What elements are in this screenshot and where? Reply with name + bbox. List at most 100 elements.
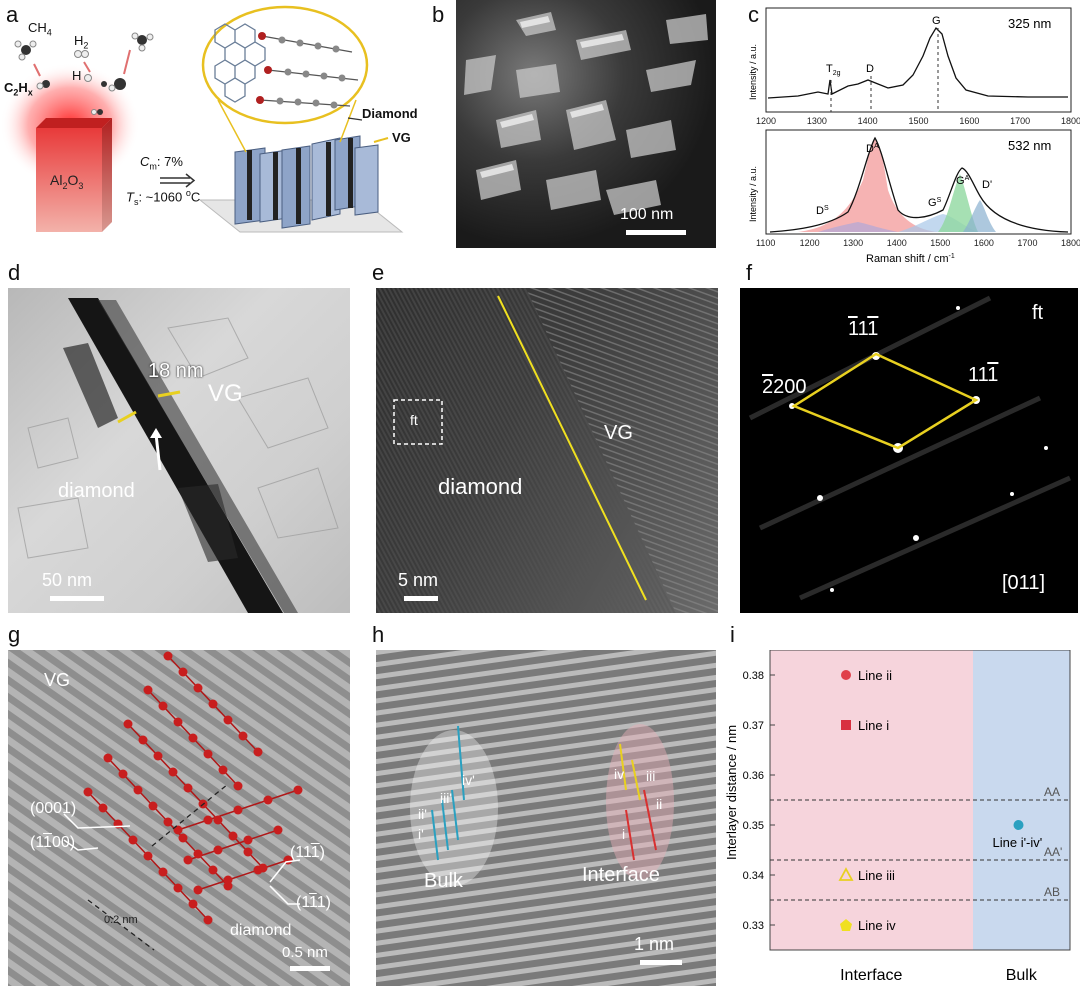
- methyl-molecule-2: [101, 78, 126, 92]
- carbon-atom: [103, 753, 113, 763]
- raman-xlabel: Raman shift / cm-1: [866, 253, 955, 265]
- carbon-atom: [173, 825, 183, 835]
- fft-unit-cell: [791, 352, 979, 450]
- cm-sub: m: [149, 161, 157, 172]
- bulk-line-label-iii: iii': [440, 790, 453, 806]
- cm-label: Cm: 7%: [140, 154, 183, 172]
- ch4-molecule: [14, 40, 37, 61]
- h-radical-text: H: [72, 68, 82, 83]
- carbon-atom: [183, 783, 193, 793]
- fft-pattern: [748, 295, 1072, 601]
- carbon-atom: [208, 865, 218, 875]
- panel-h-hrtem-image: iv' iii' ii' i' iv iii ii i Bulk Interfa…: [376, 650, 716, 986]
- carbon-atom: [193, 885, 203, 895]
- process-arrow-icon: [160, 173, 196, 188]
- peak-da-label: DA: [866, 143, 879, 155]
- raman-325-tick: 1600: [959, 116, 979, 126]
- carbon-atom: [168, 767, 178, 777]
- raman-325-tick: 1400: [858, 116, 878, 126]
- plane2-c: 00): [51, 834, 76, 851]
- carbon-atom: [273, 825, 283, 835]
- data-point-label: Line i'-iv': [993, 835, 1043, 850]
- c2hx-molecule: [36, 80, 50, 90]
- data-point-label: Line iv: [858, 918, 896, 933]
- ts-deg: o: [185, 188, 191, 198]
- panel-e-vg-label: VG: [604, 422, 633, 444]
- carbon-atom: [123, 719, 133, 729]
- plane-1-100-label: (1100): [30, 834, 75, 852]
- carbon-atom: [158, 867, 168, 877]
- carbon-atom: [173, 883, 183, 893]
- thickness-arrow-1: [117, 410, 137, 424]
- raman-532-tick: 1500: [930, 238, 950, 248]
- zoom-line-left: [217, 99, 247, 153]
- peak-t2g-label: T2g: [826, 63, 841, 77]
- carbon-atom: [188, 899, 198, 909]
- peak-dprime-label: D': [982, 179, 992, 191]
- zoom-ellipse: [201, 5, 369, 125]
- panel-b-scale-label: 100 nm: [620, 206, 674, 223]
- panel-h-scalebar: [640, 960, 682, 965]
- panel-label-f: f: [746, 260, 753, 285]
- panel-g-scale-label: 0.5 nm: [282, 944, 328, 961]
- carbon-atom: [148, 801, 158, 811]
- raman-325-tick: 1500: [909, 116, 929, 126]
- vg-lattice: [526, 288, 718, 613]
- peak-gs-label: GS: [928, 197, 942, 209]
- y-tick-label: 0.33: [743, 920, 764, 932]
- ch4-label: CH4: [28, 20, 52, 38]
- panel-label-b: b: [432, 2, 445, 27]
- panel-c-raman-spectra: T2g D G 325 nm Intensity / a.u. 1200 1300…: [748, 7, 1080, 265]
- int-line-label-iv: iv: [614, 766, 625, 782]
- arrow-h2: [83, 61, 91, 73]
- fft-spots: [789, 306, 1048, 592]
- panel-e-scalebar: [404, 596, 438, 601]
- g-fringes: [8, 650, 350, 986]
- raman-532-tick: 1800: [1061, 238, 1080, 248]
- g-dashed-spacing: [87, 899, 155, 951]
- hrtem-g-features: [8, 650, 350, 986]
- carbon-atom: [143, 851, 153, 861]
- panel-f-fft-image: ft 111 111 2200 [011]: [740, 288, 1078, 613]
- carbon-atom: [223, 875, 233, 885]
- h2-label: H2: [74, 33, 88, 51]
- substrate-top: [36, 118, 112, 128]
- int-line-label-i: i: [622, 826, 626, 842]
- carbon-atom: [238, 731, 248, 741]
- carbon-atom: [233, 781, 243, 791]
- raman-532-curve: [769, 136, 1069, 233]
- wavelength-325-label: 325 nm: [1008, 16, 1051, 31]
- bulk-line-label-ii: ii': [418, 806, 427, 822]
- panel-label-d: d: [8, 260, 21, 285]
- carbon-atom: [163, 817, 173, 827]
- atomic-model-atoms: [83, 651, 303, 925]
- plane3-a: (11: [290, 844, 311, 861]
- vg-label: VG: [392, 130, 411, 145]
- panel-g-vg-label: VG: [44, 670, 71, 690]
- panel-d-diamond-label: diamond: [58, 480, 135, 502]
- plane-pointer-2: [63, 839, 99, 851]
- panel-i-interlayer-chart: 0.33 0.34 0.35 0.36 0.37 0.38 Interlayer dista…: [724, 650, 1071, 984]
- panel-e-ft-label: ft: [410, 412, 418, 428]
- c2hx-c: C: [4, 80, 14, 95]
- plane-1-11-label: (111): [296, 894, 331, 912]
- spot2-b: 1: [987, 364, 999, 386]
- plane4-a: (1: [296, 894, 310, 911]
- dark-region-2: [178, 484, 238, 562]
- bulk-line-label-iv: iv': [462, 772, 475, 788]
- carbon-atom: [203, 749, 213, 759]
- h-radical-molecule: [84, 74, 92, 82]
- y-axis-label: Interlayer distance / nm: [724, 725, 739, 860]
- panel-a-schematic: [0, 5, 404, 233]
- carbon-atom: [178, 833, 188, 843]
- reference-line-label: AA: [1044, 785, 1060, 799]
- carbon-atom: [188, 733, 198, 743]
- panel-g-scalebar: [290, 966, 330, 971]
- panel-label-g: g: [8, 622, 21, 647]
- interface-atoms: [256, 32, 346, 109]
- spot1-c: 1: [867, 318, 879, 340]
- plane4-b: 1: [309, 894, 317, 911]
- carbon-atom: [263, 795, 273, 805]
- raman-325-ylabel: Intensity / a.u.: [748, 44, 758, 100]
- plane-pointer-4: [269, 885, 300, 905]
